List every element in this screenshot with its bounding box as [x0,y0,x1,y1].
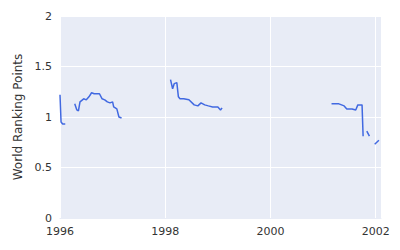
svg-text:1.5: 1.5 [35,60,53,73]
svg-text:1998: 1998 [151,225,179,238]
svg-text:1: 1 [45,111,52,124]
svg-text:World Ranking Points: World Ranking Points [11,54,25,181]
svg-text:2000: 2000 [256,225,284,238]
svg-text:2: 2 [45,10,52,23]
svg-text:0.5: 0.5 [35,161,53,174]
svg-text:0: 0 [45,212,52,225]
svg-text:2002: 2002 [362,225,390,238]
svg-text:1996: 1996 [46,225,74,238]
